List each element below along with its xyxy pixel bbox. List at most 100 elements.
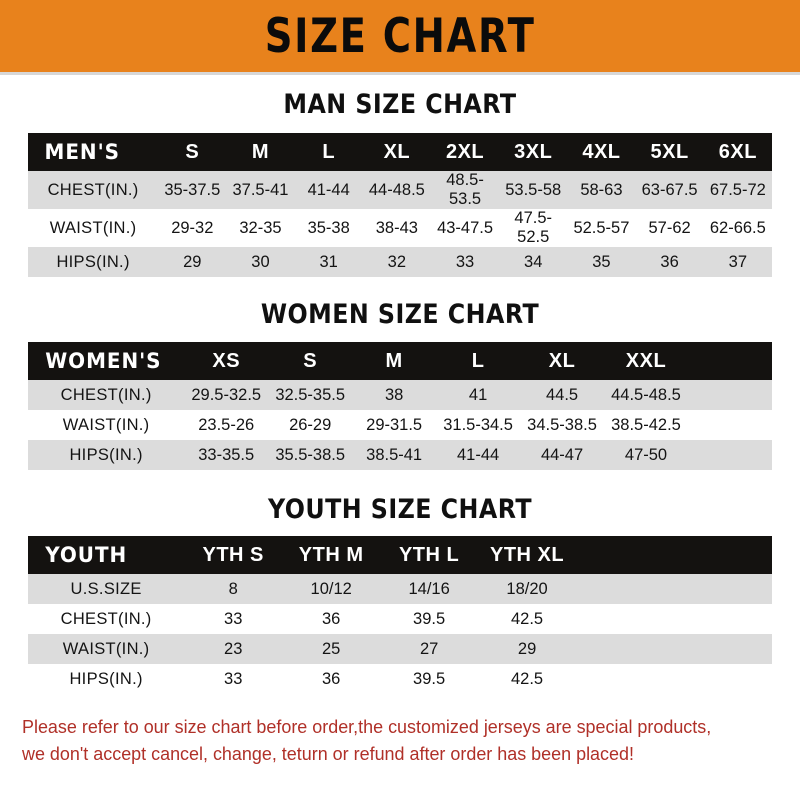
table-header-row: MEN'S S M L XL 2XL 3XL 4XL 5XL 6XL [28,133,772,171]
youth-size-table-wrapper: YOUTH YTH S YTH M YTH L YTH XL U.S.SIZE 8 10/12… [28,536,772,694]
table-row: HIPS(IN.) 33 36 39.5 42.5 [28,664,772,694]
table-row: CHEST(IN.) 35-37.5 37.5-41 41-44 44-48.5 48.5… [28,171,772,209]
row-label: CHEST(IN.) [60,609,152,628]
column-header-l: L [322,140,336,163]
row-label: HIPS(IN.) [69,669,143,688]
column-header-xs: XS [212,349,241,372]
table-row: WAIST(IN.) 23 25 27 29 [28,634,772,664]
table-cell: 57-62 [648,218,691,237]
column-header-yth-xl: YTH XL [490,543,565,566]
row-label: WAIST(IN.) [62,415,150,434]
table-cell: 41-44 [307,180,350,199]
table-cell: 38 [384,385,404,404]
table-cell: 63-67.5 [641,180,698,199]
table-cell: 10/12 [310,579,352,598]
table-cell: 34 [524,252,543,271]
table-cell: 36 [660,252,679,271]
women-section-title: WOMEN SIZE CHART [260,299,540,330]
table-cell: 33 [224,609,243,628]
page-banner: SIZE CHART [0,0,800,75]
row-label: HIPS(IN.) [69,445,143,464]
table-cell-empty [688,380,772,410]
table-cell-empty [674,574,772,604]
youth-size-table: YOUTH YTH S YTH M YTH L YTH XL U.S.SIZE 8 10/12… [28,536,772,694]
column-header-m: M [251,140,270,163]
table-cell: 35.5-38.5 [275,445,346,464]
table-cell: 44.5 [545,385,579,404]
row-label: HIPS(IN.) [56,252,130,271]
table-cell: 29-31.5 [366,415,423,434]
column-header-5xl: 5XL [650,140,689,163]
youth-section-title: YOUTH SIZE CHART [267,494,533,525]
row-label: WAIST(IN.) [62,639,150,658]
column-header-3xl: 3XL [514,140,553,163]
table-cell: 38.5-42.5 [611,415,681,434]
table-row: CHEST(IN.) 33 36 39.5 42.5 [28,604,772,634]
table-cell: 38-43 [375,218,418,237]
column-header-s: S [303,349,318,372]
table-cell: 23 [224,639,243,658]
table-cell: 37.5-41 [232,180,289,199]
column-header-l: L [471,349,485,372]
row-label: CHEST(IN.) [47,180,139,199]
table-cell: 23.5-26 [198,415,255,434]
table-cell: 29 [183,252,202,271]
table-cell: 58-63 [580,180,623,199]
table-cell: 8 [228,579,238,598]
table-cell: 48.5-53.5 [446,171,484,208]
table-cell: 25 [321,639,341,658]
table-row: HIPS(IN.) 29 30 31 32 33 34 35 36 37 [28,247,772,277]
women-size-table-wrapper: WOMEN'S XS S M L XL XXL CHEST(IN.) 29.5-32.5 32.5… [28,342,772,470]
table-cell: 31.5-34.5 [443,415,513,434]
table-header-row: WOMEN'S XS S M L XL XXL [28,342,772,380]
table-cell: 32 [387,252,407,271]
table-cell: 37 [728,252,748,271]
man-section-title: MAN SIZE CHART [283,89,517,120]
table-cell-empty [674,664,772,694]
column-header-xl: XL [548,349,576,372]
table-cell-empty [688,440,772,470]
table-corner-label: YOUTH [45,543,128,567]
table-cell: 41 [468,385,488,404]
table-cell: 38.5-41 [366,445,423,464]
table-cell: 27 [419,639,439,658]
table-cell: 62-66.5 [709,218,766,237]
table-row: CHEST(IN.) 29.5-32.5 32.5-35.5 38 41 44.5 44.5… [28,380,772,410]
table-cell: 33-35.5 [198,445,255,464]
table-cell: 42.5 [511,609,544,628]
table-cell: 43-47.5 [437,218,494,237]
table-cell: 47-50 [624,445,668,464]
table-row: U.S.SIZE 8 10/12 14/16 18/20 [28,574,772,604]
column-header-6xl: 6XL [718,140,757,163]
table-cell: 44-47 [540,445,584,464]
table-cell-empty [688,410,772,440]
row-label: U.S.SIZE [70,579,142,598]
table-cell: 14/16 [408,579,450,598]
table-cell: 35 [592,252,611,271]
column-header-xl: XL [383,140,411,163]
column-header-spacer [576,536,674,574]
table-corner-label: MEN'S [44,140,120,164]
column-header-yth-l: YTH L [398,543,460,566]
column-header-xxl: XXL [625,349,667,372]
column-header-spacer [674,536,772,574]
table-cell: 44.5-48.5 [611,385,681,404]
table-cell: 36 [321,669,341,688]
table-cell: 39.5 [413,609,446,628]
table-cell: 67.5-72 [709,180,766,199]
row-label: WAIST(IN.) [49,218,137,237]
table-cell: 41-44 [456,445,500,464]
table-cell: 35-38 [307,218,350,237]
table-row: HIPS(IN.) 33-35.5 35.5-38.5 38.5-41 41-44 44-… [28,440,772,470]
table-cell: 18/20 [506,579,548,598]
column-header-m: M [385,349,403,372]
table-cell-empty [576,604,674,634]
table-cell-empty [674,634,772,664]
table-corner-label: WOMEN'S [45,349,162,373]
table-cell: 26-29 [289,415,332,434]
table-cell: 31 [319,252,338,271]
table-cell: 35-37.5 [164,180,221,199]
table-cell-empty [674,604,772,634]
column-header-2xl: 2XL [445,140,485,163]
table-cell: 47.5-52.5 [514,209,553,246]
